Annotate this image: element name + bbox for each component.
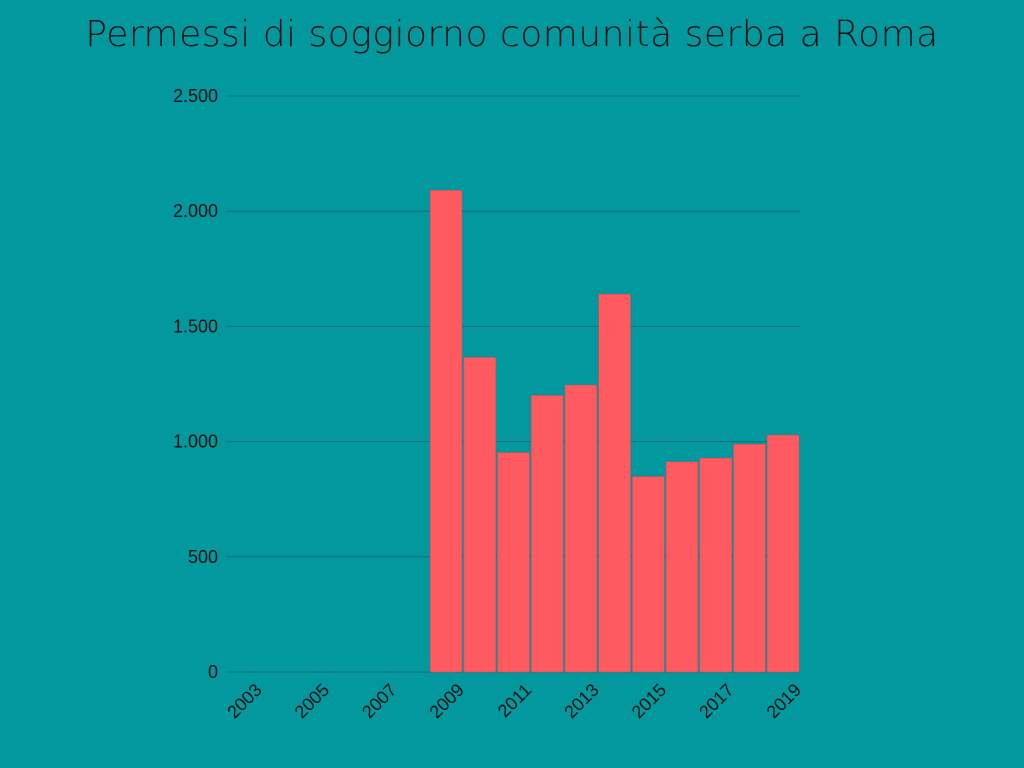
bar-2012 [531,395,564,673]
y-tick-label: 1.500 [173,316,218,336]
y-tick-label: 500 [188,547,218,567]
bar-2013 [564,384,598,673]
y-tick-label: 2.000 [173,201,218,221]
x-tick-label: 2003 [223,680,265,722]
x-tick-label: 2019 [763,680,805,722]
x-tick-label: 2005 [291,680,333,722]
x-tick-label: 2013 [560,680,602,722]
x-axis-ticks: 2003 2005 2007 2009 2011 2013 2015 2017 2019 [223,680,805,722]
bar-2019 [767,434,800,673]
bar-2018 [733,444,766,673]
chart-title: Permessi di soggiorno comunità serba a R… [85,14,939,55]
bar-2014 [598,293,631,673]
x-tick-label: 2009 [426,680,468,722]
x-tick-label: 2017 [695,680,737,722]
x-tick-label: 2015 [628,680,670,722]
bar-2010 [463,357,496,673]
bar-2011 [497,452,530,673]
bar-2009 [429,190,463,673]
y-tick-label: 2.500 [173,86,218,106]
bar-2015 [632,476,665,673]
x-tick-label: 2011 [494,680,536,722]
y-axis-ticks: 0 500 1.000 1.500 2.000 2.500 [173,86,218,682]
x-tick-label: 2007 [358,680,400,722]
y-tick-label: 0 [208,662,218,682]
bar-2017 [699,457,732,673]
bar-2016 [665,461,699,673]
y-tick-label: 1.000 [173,432,218,452]
bars [429,190,800,673]
